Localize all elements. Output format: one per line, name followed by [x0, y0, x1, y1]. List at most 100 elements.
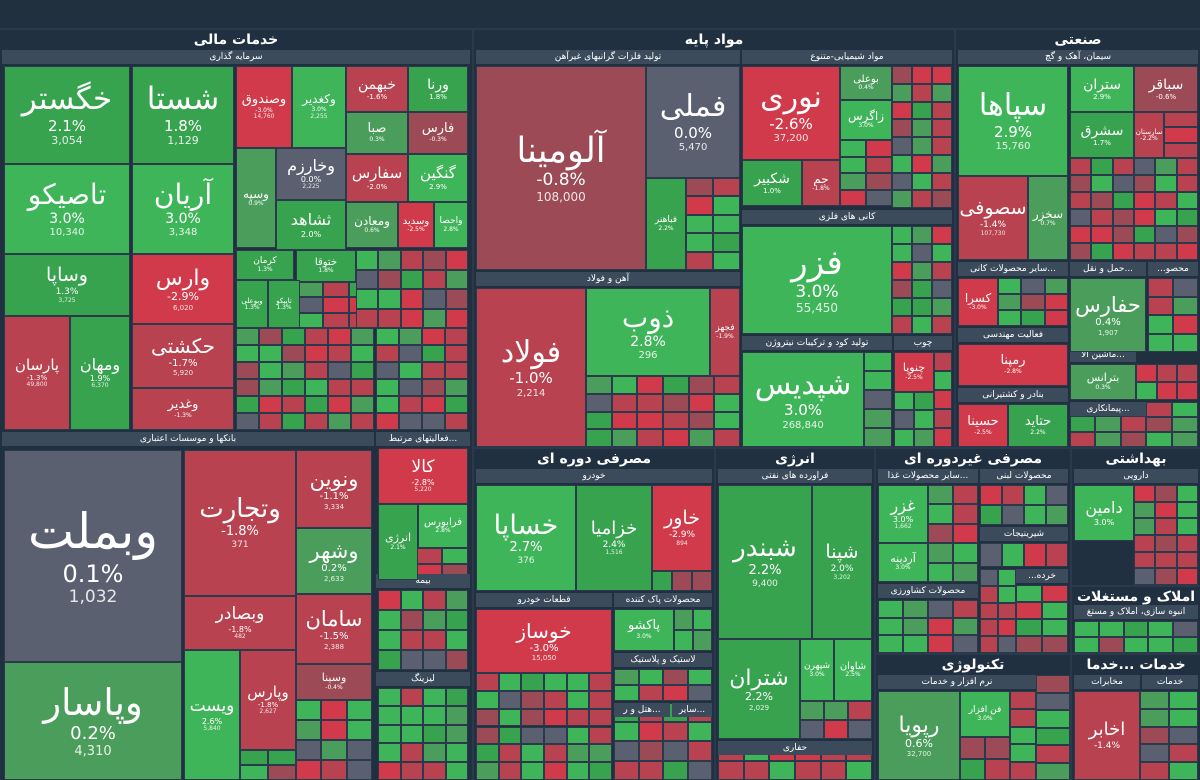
stock-tile[interactable]: ستران 2.9%: [1070, 66, 1134, 112]
stock-tile[interactable]: سشرق 1.7%: [1070, 112, 1134, 158]
stock-tile[interactable]: سامان -1.5% 2,388: [296, 594, 372, 664]
stock-tile[interactable]: وسپه 0.9%: [236, 148, 276, 248]
stock-change: 2.2%: [1030, 428, 1046, 436]
stock-tile[interactable]: گنگین 2.9%: [408, 154, 468, 202]
stock-tile[interactable]: فن افزار 3.0%: [960, 691, 1010, 737]
stock-tile[interactable]: انرژی 2.1%: [378, 504, 418, 580]
stock-tile[interactable]: ورنا 1.8%: [408, 66, 468, 112]
minor-tile: [1146, 402, 1172, 417]
stock-tile[interactable]: کرمان 1.3%: [236, 250, 294, 280]
stock-tile[interactable]: حتاید 2.2%: [1008, 404, 1068, 447]
stock-tile[interactable]: فملی 0.0% 5,470: [646, 66, 740, 178]
stock-tile[interactable]: خبهمن -1.6%: [346, 66, 408, 112]
stock-tile[interactable]: فباهنر 2.2%: [646, 178, 686, 270]
stock-tile[interactable]: فولاد -1.0% 2,214: [476, 288, 586, 447]
stock-tile[interactable]: سخزر 0.7%: [1028, 176, 1068, 260]
stock-tile[interactable]: خساپا 2.7% 376: [476, 485, 576, 591]
stock-tile[interactable]: وصندوق -3.0% 14,760: [236, 66, 292, 148]
stock-tile[interactable]: شپنا 2.0% 3,202: [812, 485, 872, 639]
stock-tile[interactable]: چنوپا -2.5%: [894, 352, 934, 392]
stock-tile[interactable]: رپویا 0.6% 32,700: [878, 691, 960, 780]
stock-tile[interactable]: وساپا 1.3% 3,725: [4, 254, 130, 316]
stock-symbol: فباهنر: [654, 215, 678, 226]
stock-tile[interactable]: وسینا -0.4%: [296, 664, 372, 700]
stock-tile[interactable]: ذوب 2.8% 296: [586, 288, 710, 376]
stock-tile[interactable]: آریان 3.0% 3,348: [132, 164, 234, 254]
minor-tile: [912, 262, 932, 280]
stock-tile[interactable]: کالا -2.8% 5,220: [378, 448, 468, 504]
stock-tile[interactable]: ثشاهد 2.0%: [276, 200, 346, 250]
stock-tile[interactable]: جم -1.8%: [802, 160, 840, 206]
stock-tile[interactable]: واحصا 2.8%: [434, 202, 468, 248]
stock-tile[interactable]: حسینا -2.5%: [958, 404, 1008, 447]
stock-value: 482: [234, 632, 246, 640]
stock-tile[interactable]: وشهر 0.2% 2,633: [296, 528, 372, 594]
stock-tile[interactable]: شاوان 2.5%: [834, 639, 872, 701]
stock-tile[interactable]: وبصادر -1.8% 482: [184, 596, 296, 650]
stock-tile[interactable]: ومهان 1.9% 6,370: [70, 316, 130, 430]
stock-tile[interactable]: وغدیر -1.3%: [132, 388, 234, 430]
stock-tile[interactable]: آردینه 3.0%: [878, 543, 928, 582]
stock-change: -1.8%: [257, 701, 279, 710]
stock-tile[interactable]: خوساز -3.0% 15,050: [476, 609, 612, 673]
minor-tile: [1155, 518, 1177, 535]
minor-tile: [932, 244, 952, 262]
stock-tile[interactable]: شستا 1.8% 1,129: [132, 66, 234, 164]
stock-tile[interactable]: خگستر 2.1% 3,054: [4, 66, 130, 164]
stock-tile[interactable]: حفارس 0.4% 1,907: [1070, 278, 1146, 352]
stock-tile[interactable]: شپهرن 3.0%: [800, 639, 834, 701]
stock-tile[interactable]: بوعلی 0.4%: [840, 66, 892, 100]
stock-tile[interactable]: ختوقا 1.8%: [296, 250, 356, 282]
minor-tile: [663, 429, 689, 447]
stock-tile[interactable]: اخابر -1.4%: [1074, 691, 1140, 780]
stock-tile[interactable]: زاگرس 3.0%: [840, 100, 892, 140]
stock-change: -2.5%: [974, 428, 992, 436]
stock-tile[interactable]: دامین 3.0%: [1074, 485, 1134, 541]
stock-tile[interactable]: کسرا -3.0%: [958, 278, 998, 326]
stock-tile[interactable]: فجهز -1.9%: [710, 288, 740, 376]
stock-tile[interactable]: وپاسار 0.2% 4,310: [4, 662, 182, 780]
stock-tile[interactable]: وخارزم 0.0% 2,225: [276, 148, 346, 200]
stock-tile[interactable]: سارستان -2.2%: [1134, 112, 1164, 158]
stock-value: 2,029: [748, 703, 770, 712]
minor-tile: [912, 137, 932, 155]
stock-tile[interactable]: تاصیکو 3.0% 10,340: [4, 164, 130, 254]
stock-tile[interactable]: پاکشو 3.0%: [614, 609, 674, 651]
stock-tile[interactable]: خزامیا 2.4% 1,516: [576, 485, 652, 591]
stock-tile[interactable]: بترانس 0.3%: [1070, 364, 1136, 400]
stock-tile[interactable]: شکبیر 1.0%: [742, 160, 802, 206]
stock-tile[interactable]: وتجارت -1.8% 371: [184, 450, 296, 596]
stock-tile[interactable]: شتران 2.2% 2,029: [718, 639, 800, 739]
stock-tile[interactable]: شپدیس 3.0% 268,840: [742, 352, 864, 447]
stock-change: 3.0%: [49, 211, 85, 228]
stock-tile[interactable]: فرابورس 2.8%: [418, 504, 468, 548]
stock-tile[interactable]: سفارس -2.0%: [346, 154, 408, 202]
stock-tile[interactable]: سپاها 2.9% 15,760: [958, 66, 1068, 176]
stock-tile[interactable]: آلومینا -0.8% 108,000: [476, 66, 646, 270]
stock-tile[interactable]: حکشتی -1.7% 5,920: [132, 324, 234, 388]
stock-tile[interactable]: فارس -0.3%: [408, 112, 468, 154]
stock-tile[interactable]: ویست 2.6% 5,840: [184, 650, 240, 780]
stock-tile[interactable]: غزر 3.0% 1,662: [878, 485, 928, 543]
stock-symbol: تاپیکو: [276, 296, 292, 305]
stock-tile[interactable]: صبا 0.3%: [346, 112, 408, 154]
stock-tile[interactable]: ومعادن 0.6%: [346, 202, 398, 248]
stock-tile[interactable]: پارسان -1.3% 49,800: [4, 316, 70, 430]
stock-change: 3.0%: [795, 281, 839, 302]
stock-tile[interactable]: تاپیکو 1.3%: [268, 280, 300, 328]
stock-tile[interactable]: سباقر -0.6%: [1134, 66, 1198, 112]
stock-tile[interactable]: فزر 3.0% 55,450: [742, 226, 892, 334]
stock-tile[interactable]: ونوین -1.1% 3,334: [296, 450, 372, 528]
stock-tile[interactable]: وارس -2.9% 6,020: [132, 254, 234, 324]
stock-tile[interactable]: نوری -2.6% 37,200: [742, 66, 840, 160]
stock-tile[interactable]: سصوفی -1.4% 107,730: [958, 176, 1028, 260]
stock-tile[interactable]: وکغدیر 3.0% 2,255: [292, 66, 346, 148]
stock-tile[interactable]: وبملت 0.1% 1,032: [4, 450, 182, 662]
minor-tile: [1148, 637, 1174, 653]
stock-tile[interactable]: وپارس -1.8% 2,627: [240, 650, 296, 750]
stock-tile[interactable]: وسدید -2.5%: [398, 202, 434, 248]
stock-tile[interactable]: شبندر 2.2% 9,400: [718, 485, 812, 639]
stock-tile[interactable]: رمپنا -2.8%: [958, 344, 1068, 386]
stock-tile[interactable]: خاور -2.9% 894: [652, 485, 712, 571]
stock-tile[interactable]: وبوعلی 1.3%: [236, 280, 268, 328]
